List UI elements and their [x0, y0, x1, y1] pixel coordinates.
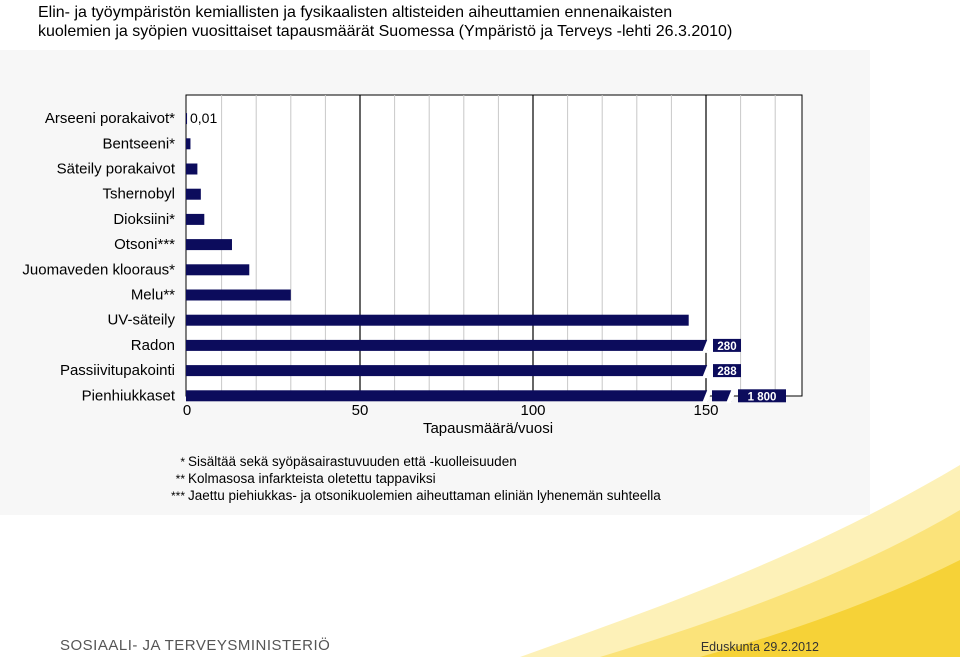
bar-chart: Arseeni porakaivot* 0,01 Bentseeni* Säteily…: [22, 94, 803, 437]
ministry-logo-text: SOSIAALI- JA TERVEYSMINISTERIÖ: [60, 637, 331, 654]
value-box: [713, 364, 741, 378]
x-tick-label: 0: [183, 402, 191, 419]
bar: [186, 365, 708, 377]
bar-segment: [712, 390, 732, 402]
bar: [186, 339, 708, 351]
x-tick-label: 150: [693, 402, 718, 419]
footnote-2: ** Kolmasosa infarkteista oletettu tappav…: [163, 471, 436, 487]
bar: [186, 188, 201, 200]
category-label: UV-säteily: [107, 312, 175, 329]
value-label: 288: [717, 366, 737, 378]
footer-date: Eduskunta 29.2.2012: [700, 640, 819, 654]
value-box: [738, 389, 786, 403]
footnote-3-mark: ***: [170, 489, 185, 503]
chart-title-line-2: kuolemien ja syöpien vuosittaiset tapaus…: [38, 23, 733, 40]
bar: [186, 239, 232, 251]
footnote-3-text: Jaettu piehiukkas- ja otsonikuolemien ai…: [188, 488, 661, 503]
category-label: Otsoni***: [114, 236, 175, 253]
chart-title-line-1: Elin- ja työympäristön kemiallisten ja f…: [38, 4, 673, 21]
category-label: Dioksiini*: [113, 211, 175, 228]
x-tick-label: 100: [520, 402, 545, 419]
bar: [186, 113, 188, 125]
value-box: [713, 338, 741, 352]
footnote-1: * Sisältää sekä syöpäsairastuvuuden että …: [163, 454, 517, 470]
swoosh-dark: [700, 560, 960, 657]
bar: [186, 289, 291, 301]
x-tick-label: 50: [352, 402, 369, 419]
category-label: Juomaveden klooraus*: [22, 261, 175, 278]
value-label: 280: [717, 341, 736, 353]
axis-break: [726, 388, 737, 404]
bar: [186, 314, 689, 326]
footnote-1-mark: *: [180, 455, 185, 469]
category-label: Radon: [131, 337, 175, 354]
bar: [186, 390, 708, 402]
category-label: Tshernobyl: [102, 186, 175, 203]
title-band: Elin- ja työympäristön kemiallisten ja f…: [0, 0, 870, 48]
category-label: Säteily porakaivot: [57, 161, 176, 178]
footnote-2-mark: **: [175, 472, 185, 486]
bar: [186, 213, 205, 225]
category-label: Bentseeni*: [102, 135, 175, 152]
value-label: 1 800: [748, 391, 777, 403]
bar: [186, 138, 191, 150]
category-label: Melu**: [131, 287, 175, 304]
chart-panel: Arseeni porakaivot* 0,01 Bentseeni* Säteily…: [0, 50, 870, 515]
x-axis-label: Tapausmäärä/vuosi: [423, 420, 553, 437]
axis-break: [702, 388, 713, 404]
value-label: 0,01: [190, 110, 217, 126]
footnote-3: *** Jaettu piehiukkas- ja otsonikuolemien…: [163, 488, 661, 504]
bar: [186, 264, 250, 276]
axis-break: [702, 337, 713, 353]
footnote-1-text: Sisältää sekä syöpäsairastuvuuden että -…: [188, 454, 517, 469]
bar: [186, 163, 198, 175]
category-label: Arseeni porakaivot*: [45, 110, 175, 127]
category-label: Pienhiukkaset: [82, 387, 176, 404]
footnote-2-text: Kolmasosa infarkteista oletettu tappavik…: [188, 471, 436, 486]
category-label: Passiivitupakointi: [60, 362, 175, 379]
axis-break: [702, 363, 713, 379]
